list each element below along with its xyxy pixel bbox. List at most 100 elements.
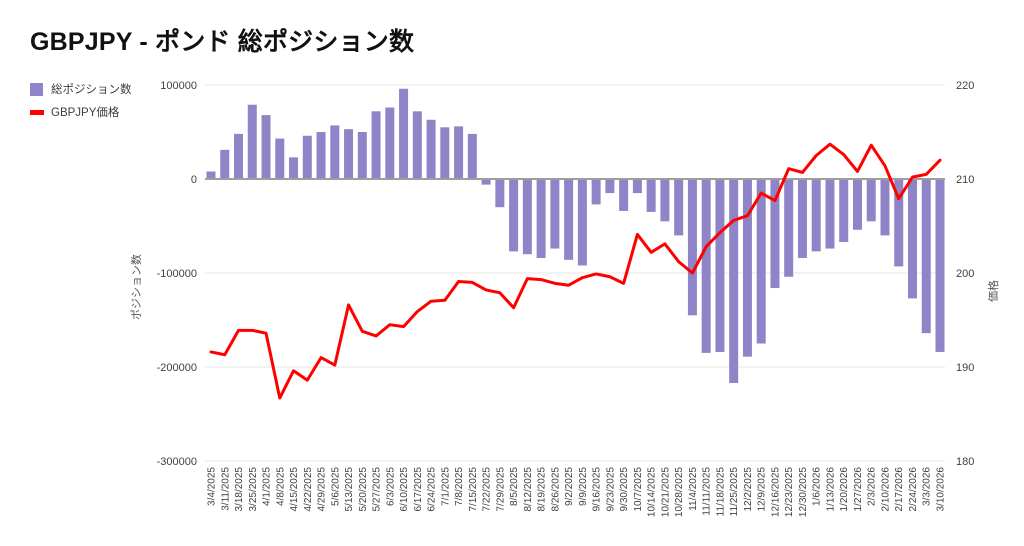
position-bar [330,125,340,179]
date-label: 5/6/2025 [330,467,341,506]
date-label: 2/3/2026 [867,467,878,506]
position-bar [454,126,464,179]
position-bar [880,179,890,236]
date-label: 5/20/2025 [358,467,369,512]
date-label: 11/11/2025 [702,467,713,516]
date-label: 1/6/2026 [812,467,823,506]
date-label: 3/11/2025 [220,467,231,511]
date-label: 7/1/2025 [440,467,451,506]
position-bar [550,179,560,249]
position-bar [674,179,684,236]
date-label: 12/23/2025 [784,467,795,517]
date-label: 12/2/2025 [743,467,754,512]
date-label: 7/22/2025 [482,467,493,512]
position-bar [206,171,216,179]
position-bar [302,135,312,179]
date-label: 3/10/2026 [936,467,947,512]
date-label: 7/29/2025 [495,467,506,512]
right-axis-tick-label: 190 [956,362,974,374]
position-bar [866,179,876,222]
position-bar [839,179,849,242]
position-bar [646,179,656,212]
position-bar [729,179,739,383]
chart-title: GBPJPY - ポンド 総ポジション数 [30,28,415,56]
date-label: 8/5/2025 [509,467,520,506]
date-label: 7/8/2025 [454,467,465,506]
position-bar [852,179,862,230]
right-axis-title: 価格 [986,280,1000,302]
legend-item-price: GBPJPY価格 [30,104,132,120]
date-label: 11/25/2025 [729,467,740,517]
position-bar [701,179,711,353]
price-line [209,142,942,400]
position-bar [509,179,519,252]
date-label: 8/26/2025 [550,467,561,512]
date-label: 12/16/2025 [770,467,781,517]
date-label: 7/15/2025 [468,467,479,512]
date-label: 2/17/2026 [894,467,905,512]
line-series-swatch-icon [30,109,44,115]
position-bar [247,104,257,179]
position-bar [605,179,615,194]
position-bar [619,179,629,211]
left-axis-tick-label: -300000 [157,456,197,468]
position-bar [907,179,917,299]
position-bar [234,133,244,179]
bar-series-swatch-icon [30,82,43,96]
left-axis-tick-label: -100000 [157,268,197,280]
right-axis-tick-label: 180 [956,456,974,468]
date-label: 10/14/2025 [647,467,658,517]
position-bar [412,111,422,179]
date-label: 3/4/2025 [207,467,218,506]
legend-item-positions: 総ポジション数 [30,81,132,97]
position-bar [577,179,587,266]
date-label: 1/27/2026 [853,467,864,512]
position-bar [894,179,904,267]
legend: 総ポジション数 GBPJPY価格 [30,81,132,127]
position-bar [440,127,450,179]
date-label: 6/24/2025 [427,467,438,512]
date-label: 5/27/2025 [372,467,383,512]
position-bar [289,157,299,179]
left-axis-tick-label: 0 [191,174,197,186]
date-label: 2/24/2026 [908,467,919,512]
position-bar [935,179,945,352]
date-label: 4/15/2025 [289,467,300,512]
position-bar [811,179,821,252]
date-label: 1/20/2026 [839,467,850,512]
position-bar [825,179,835,249]
position-bar [921,179,931,334]
date-label: 12/30/2025 [798,467,809,517]
date-label: 10/28/2025 [674,467,685,517]
position-bar [344,129,354,179]
position-bar [467,133,477,179]
date-label: 4/22/2025 [303,467,314,512]
position-bar [536,179,546,258]
right-axis-tick-label: 220 [956,80,974,92]
date-label: 6/17/2025 [413,467,424,512]
position-bar [591,179,601,205]
position-bar [632,179,642,194]
position-bar [715,179,725,352]
date-label: 9/30/2025 [619,467,630,512]
position-bar [495,179,505,208]
position-bar [357,132,367,179]
position-bar [316,132,326,179]
position-bar [426,119,436,179]
position-bar [220,149,230,179]
position-bar [687,179,697,316]
position-bar [371,111,381,179]
position-bar [797,179,807,258]
position-bar [481,179,491,185]
position-bar [756,179,766,344]
position-bar [275,138,285,179]
date-label: 12/9/2025 [757,467,768,512]
position-bar [784,179,794,277]
date-label: 6/10/2025 [399,467,410,512]
date-label: 2/10/2026 [880,467,891,512]
position-bar [770,179,780,289]
left-axis-tick-label: 100000 [160,80,197,92]
right-axis-tick-label: 200 [956,268,974,280]
